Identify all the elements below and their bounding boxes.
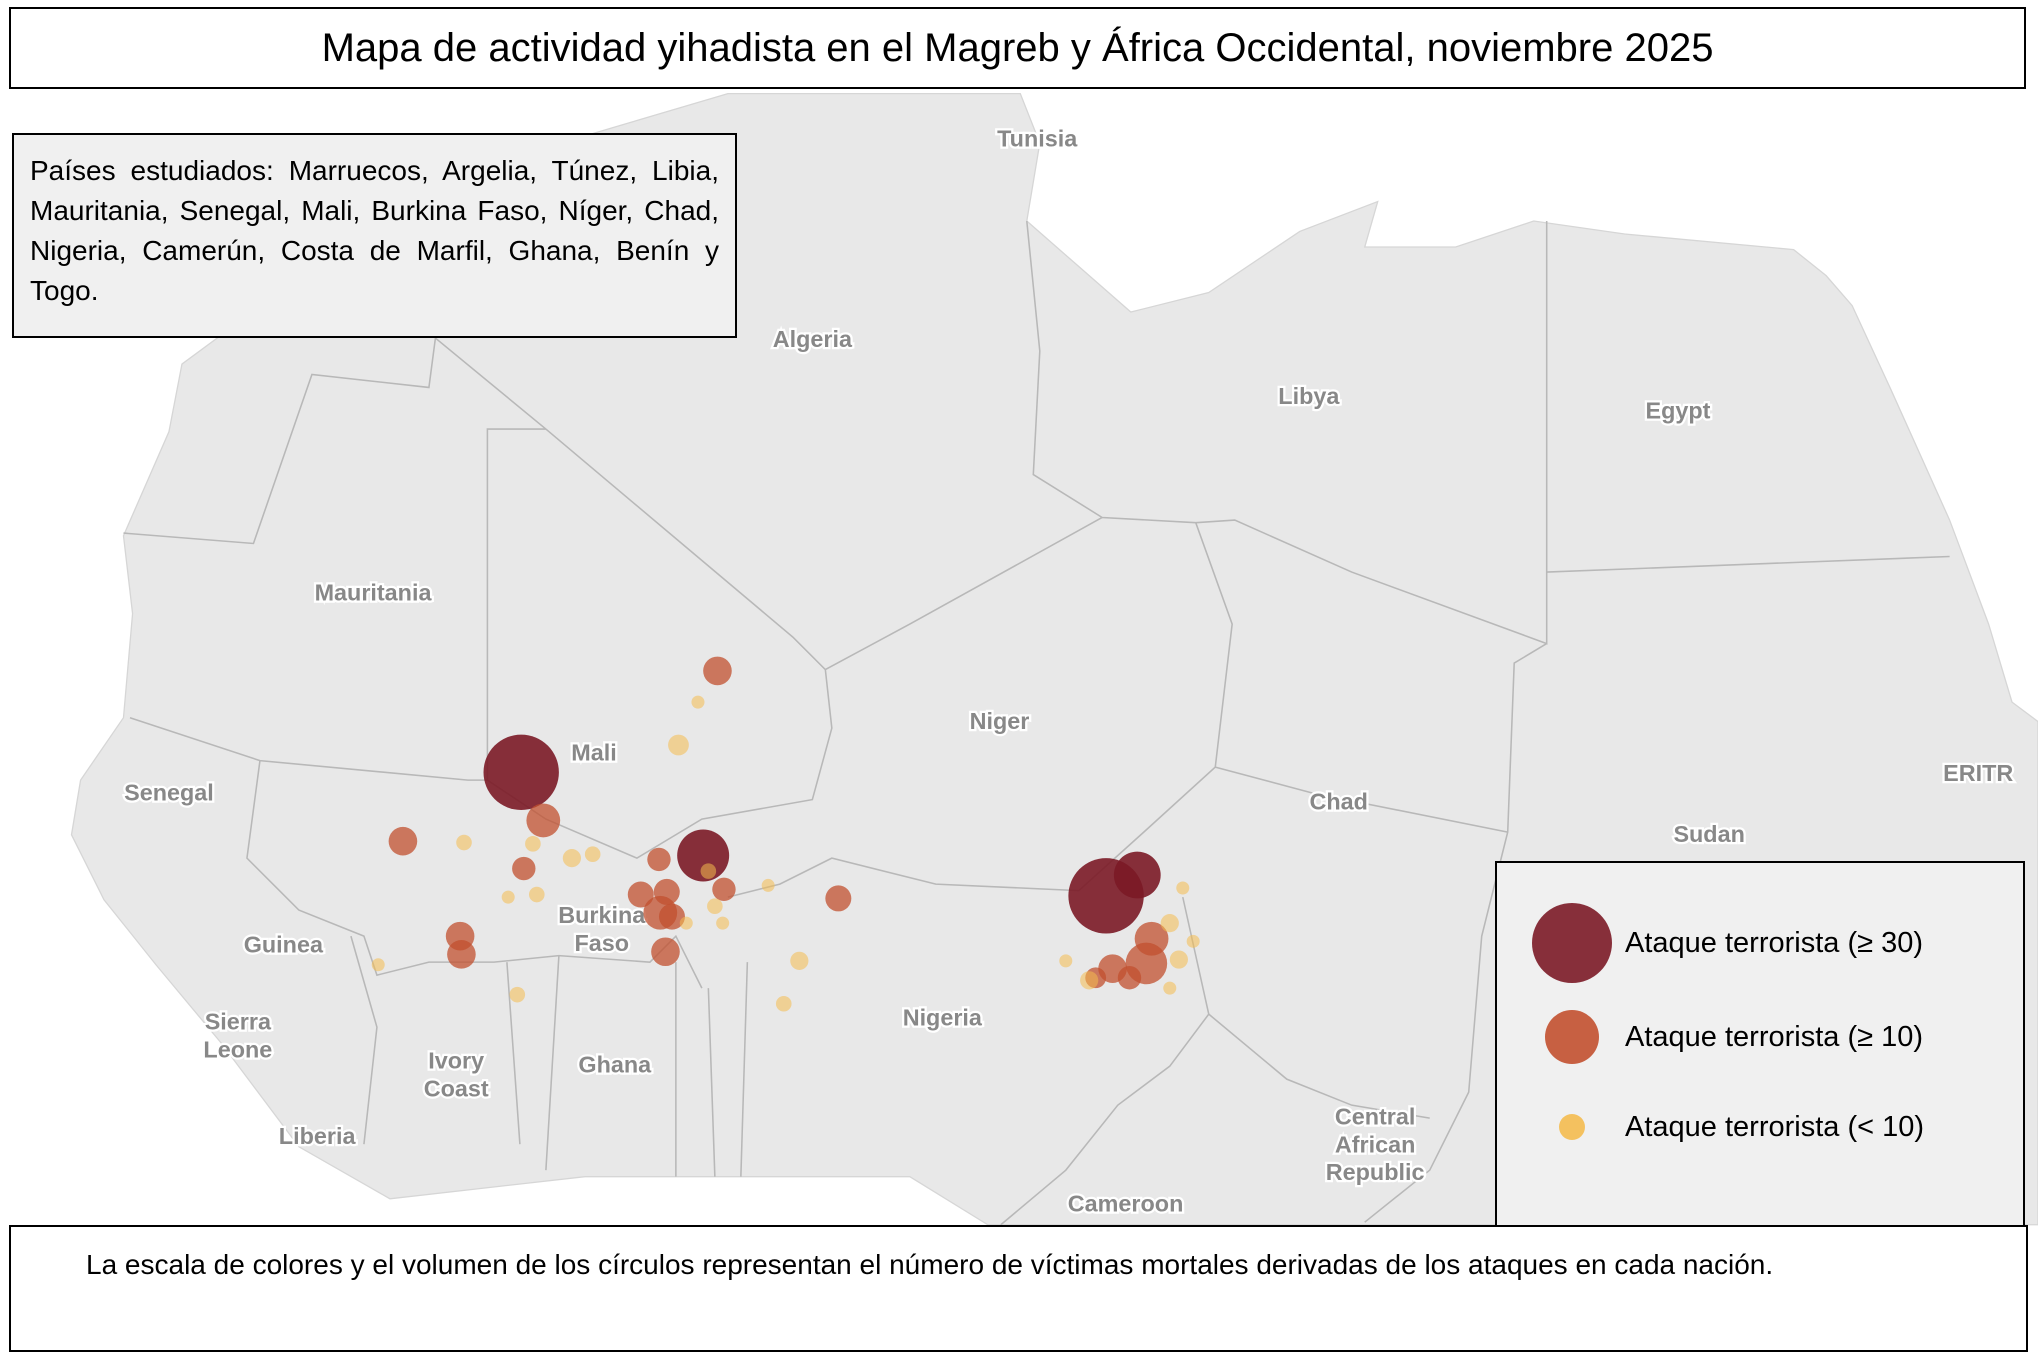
attack-marker [761,878,775,892]
attack-marker [677,829,730,882]
country-label: Guinea [244,932,324,958]
title: Mapa de actividad yihadista en el Magreb… [321,25,1714,70]
country-label: Burkina [558,902,646,928]
attack-marker [1134,921,1169,956]
attack-marker [716,916,730,930]
attack-marker [1059,954,1073,968]
attack-marker [371,958,385,972]
attack-marker [707,898,723,915]
country-label: Algeria [773,326,853,352]
attack-marker [700,863,717,879]
country-label: Republic [1326,1159,1425,1185]
attack-marker [562,849,581,868]
attack-marker [775,995,792,1012]
attack-marker [483,734,559,811]
country-label: Egypt [1646,397,1711,423]
country-label: Faso [575,930,630,956]
attack-marker [1160,914,1179,933]
attack-marker [647,847,671,872]
info-box: Países estudiados: Marruecos, Argelia, T… [12,133,737,338]
attack-marker [712,877,736,902]
attack-marker [525,836,541,852]
attack-marker [668,734,689,756]
legend-item: Ataque terrorista (< 10) [1497,1087,2023,1167]
country-label: Coast [424,1075,489,1101]
attack-marker [679,916,693,930]
country-label: Leone [203,1036,272,1062]
country-label: Chad [1310,789,1368,815]
legend: Ataque terrorista (≥ 30) Ataque terrorist… [1495,861,2025,1227]
attack-marker [627,881,654,908]
attack-marker [1117,966,1142,990]
attack-markers [371,656,1200,1012]
footer-box: La escala de colores y el volumen de los… [9,1225,2028,1352]
attack-marker [456,834,472,851]
info-text: Países estudiados: Marruecos, Argelia, T… [30,155,719,306]
legend-swatch [1545,1010,1599,1064]
attack-marker [528,886,545,903]
attack-marker [1163,981,1177,995]
attack-marker [388,826,418,856]
country-label: ERITR [1943,760,2013,786]
attack-marker [658,903,685,930]
attack-marker [584,846,601,863]
legend-item: Ataque terrorista (≥ 10) [1497,997,2023,1077]
country-label: Liberia [279,1123,357,1149]
legend-label: Ataque terrorista (≥ 10) [1625,1021,1923,1053]
country-label: Nigeria [903,1005,983,1031]
country-label: Libya [1278,383,1340,409]
country-label: Sierra [205,1008,272,1034]
country-label: Central [1335,1103,1416,1129]
attack-marker [447,940,476,969]
attack-marker [653,878,680,905]
borders [123,220,1950,1226]
attack-marker [509,986,526,1003]
footer-text: La escala de colores y el volumen de los… [86,1249,1774,1280]
attack-marker [691,695,705,709]
attack-marker [1176,881,1190,895]
country-label: Mali [571,739,616,765]
country-label: Sudan [1673,821,1744,847]
legend-swatch [1532,903,1612,983]
attack-marker [1080,971,1099,990]
attack-marker [501,890,515,904]
country-label: Niger [970,708,1030,734]
attack-marker [703,656,732,686]
attack-marker [790,951,809,970]
title-box: Mapa de actividad yihadista en el Magreb… [9,7,2026,89]
country-label: Mauritania [315,579,433,605]
attack-marker [512,856,536,881]
country-label: Cameroon [1068,1190,1184,1216]
attack-marker [1113,851,1161,899]
country-label: Ivory [428,1047,484,1073]
attack-marker [825,885,852,912]
attack-marker [526,803,561,838]
legend-label: Ataque terrorista (< 10) [1625,1111,1925,1143]
attack-marker [651,937,680,967]
legend-swatch [1559,1114,1585,1140]
legend-item: Ataque terrorista (≥ 30) [1497,903,2023,983]
attack-marker [1186,934,1200,948]
country-label: African [1335,1131,1416,1157]
country-label: Senegal [124,780,214,806]
country-label: Tunisia [997,126,1078,152]
legend-label: Ataque terrorista (≥ 30) [1625,927,1923,959]
map-labels: Tunisia Algeria Libya Egypt Mauritania Mali Ni… [122,123,2016,1218]
country-label: Ghana [578,1051,652,1077]
attack-marker [1169,950,1188,969]
